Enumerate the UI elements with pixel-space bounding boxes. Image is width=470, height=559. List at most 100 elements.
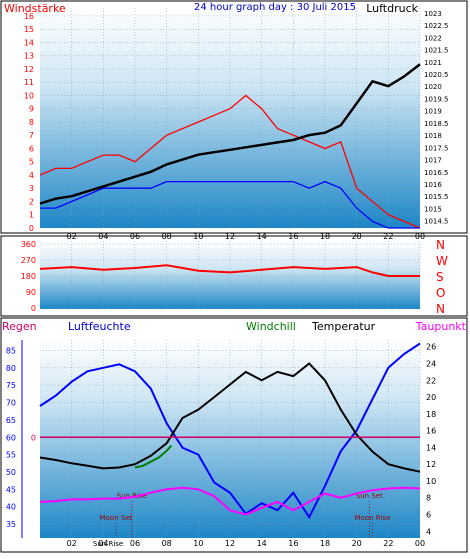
x-tick-label: 08	[162, 539, 172, 548]
temperature-tick: 6	[426, 511, 431, 520]
luftfeuchte-tick: 70	[6, 399, 16, 408]
x-tick-label: 04	[98, 539, 108, 548]
windstaerke-tick: 11	[24, 78, 34, 87]
panel-2-left-ticks: 0 90 180 270 360	[21, 240, 36, 313]
panel-3-left-ticks: 35 40 45 50 55 60 65 70 75 80 85 0	[6, 346, 36, 529]
luftdruck-tick: 1017.5	[424, 144, 449, 152]
x-tick-label: 12	[225, 232, 235, 241]
panel-3-right-ticks: 4 6 8 10 12 14 16 18 20 22 24 26	[426, 343, 436, 537]
legend-luftfeuchte: Luftfeuchte	[68, 320, 131, 333]
luftdruck-tick: 1019.5	[424, 95, 449, 103]
luftfeuchte-tick: 35	[6, 520, 16, 529]
panel-1-right-ticks: 1014.5 1015 1015.5 1016 1016.5 1017 1017.5 1018…	[424, 10, 449, 226]
panel-1-left-label: Windstärke	[4, 2, 66, 15]
panel-1-right-label: Luftdruck	[366, 2, 418, 15]
annotation-moon-set: Moon Set	[100, 514, 133, 522]
luftfeuchte-tick: 50	[6, 468, 16, 477]
luftdruck-tick: 1022.5	[424, 22, 449, 30]
luftfeuchte-tick: 55	[6, 451, 16, 460]
luftdruck-tick: 1015.5	[424, 193, 449, 201]
temperature-tick: 10	[426, 477, 436, 486]
windstaerke-tick: 8	[29, 118, 34, 127]
wind-direction-tick: 0	[31, 304, 36, 313]
windstaerke-tick: 15	[24, 25, 34, 34]
windstaerke-tick: 7	[29, 131, 34, 140]
windstaerke-tick: 10	[24, 91, 34, 100]
luftfeuchte-tick: 80	[6, 364, 16, 373]
panel-1-x-ticks: 02 04 06 08 10 12 14 16 18 20 22 00	[67, 232, 426, 241]
panel-1-series	[39, 63, 421, 229]
series-taupunkt	[39, 486, 421, 516]
x-tick-label: 10	[193, 539, 203, 548]
wind-direction-tick: 270	[21, 256, 36, 265]
x-tick-label: 16	[288, 539, 298, 548]
temperature-tick: 20	[426, 393, 436, 402]
temperature-tick: 16	[426, 427, 436, 436]
x-tick-label: 16	[288, 232, 298, 241]
luftdruck-tick: 1021.5	[424, 47, 449, 55]
annotation-sun-rise: Sun Rise	[117, 492, 147, 500]
luftdruck-tick: 1018.5	[424, 120, 449, 128]
windstaerke-tick: 0	[29, 224, 34, 233]
luftfeuchte-tick: 75	[6, 381, 16, 390]
legend-regen: Regen	[2, 320, 37, 333]
luftdruck-tick: 1023	[424, 10, 442, 18]
series-luftdruck	[39, 63, 421, 205]
x-tick-label: 22	[383, 232, 393, 241]
luftdruck-tick: 1021	[424, 59, 442, 67]
x-tick-label: 02	[67, 539, 77, 548]
luftdruck-tick: 1015	[424, 205, 442, 213]
compass-label: N	[436, 238, 445, 252]
x-tick-label: 14	[257, 539, 267, 548]
legend-taupunkt: Taupunkt	[415, 320, 467, 333]
luftfeuchte-tick: 45	[6, 485, 16, 494]
windstaerke-tick: 9	[29, 105, 34, 114]
x-tick-label: 20	[352, 539, 362, 548]
temperature-tick: 22	[426, 376, 436, 385]
luftdruck-tick: 1020.5	[424, 71, 449, 79]
rain-tick: 0	[31, 433, 36, 442]
compass-label: S	[436, 270, 444, 284]
gridlines	[21, 8, 421, 538]
temperature-tick: 18	[426, 410, 436, 419]
luftfeuchte-tick: 85	[6, 346, 16, 355]
series-windrichtung	[39, 264, 420, 277]
panel-3-x-ticks: 02 04 06 08 10 12 14 16 18 20 22 00	[67, 539, 426, 548]
wind-direction-tick: 90	[26, 288, 36, 297]
wind-direction-tick: 360	[21, 240, 36, 249]
luftdruck-tick: 1014.5	[424, 218, 449, 226]
legend-temperatur: Temperatur	[311, 320, 376, 333]
x-tick-label: 04	[98, 232, 108, 241]
temperature-tick: 24	[426, 359, 436, 368]
series-windchill	[134, 445, 173, 469]
windstaerke-tick: 5	[29, 158, 34, 167]
legend-windchill: Windchill	[246, 320, 296, 333]
luftfeuchte-tick: 60	[6, 433, 16, 442]
annotation-moon-rise: Moon Rise	[354, 514, 390, 522]
panel-3-annotations: Sun Rise Moon Set Sun Set Moon Rise Sun Rise	[93, 492, 391, 548]
windstaerke-tick: 16	[24, 12, 34, 21]
series-temperatur	[39, 362, 421, 473]
x-tick-label: 20	[352, 232, 362, 241]
windstaerke-tick: 6	[29, 144, 34, 153]
series-luftfeuchte	[39, 342, 421, 520]
x-tick-label: 10	[193, 232, 203, 241]
panel-3-top-labels: Regen Luftfeuchte Windchill Temperatur Taupu…	[2, 320, 467, 333]
x-tick-label: 00	[415, 539, 425, 548]
windstaerke-tick: 14	[24, 38, 34, 47]
luftfeuchte-tick: 65	[6, 416, 16, 425]
x-tick-label: 18	[320, 232, 330, 241]
panel-2-series	[39, 264, 420, 277]
luftdruck-tick: 1016	[424, 181, 442, 189]
annotation-sun-rise: Sun Rise	[93, 540, 123, 548]
windstaerke-tick: 13	[24, 52, 34, 61]
compass-label: N	[436, 302, 445, 316]
x-tick-label: 00	[415, 232, 425, 241]
luftdruck-tick: 1017	[424, 157, 442, 165]
luftdruck-tick: 1022	[424, 34, 442, 42]
panel-3-series	[39, 342, 421, 520]
temperature-tick: 26	[426, 343, 436, 352]
